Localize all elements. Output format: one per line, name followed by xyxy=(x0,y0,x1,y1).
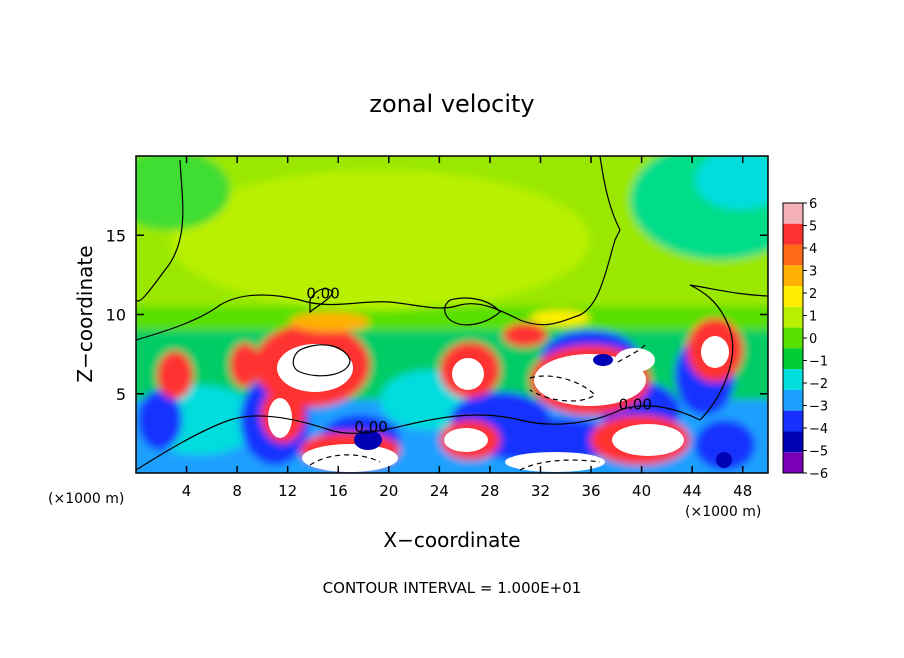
y-tick-label: 15 xyxy=(106,226,126,245)
contour-line xyxy=(689,284,734,421)
x-tick-label: 4 xyxy=(182,482,192,500)
contour-interval-note: CONTOUR INTERVAL = 1.000E+01 xyxy=(323,579,582,597)
contour-line-negative xyxy=(617,344,646,363)
x-tick-label: 44 xyxy=(683,482,702,500)
colorbar-swatch xyxy=(783,389,803,411)
colorbar: 6 5 4 3 2 1 0 −1 −2 −3 −4 −5 −6 xyxy=(782,197,828,482)
colorbar-tick-label: −6 xyxy=(809,467,828,482)
contour-line xyxy=(309,288,334,314)
x-tick-label: 32 xyxy=(531,482,550,500)
contour-line xyxy=(689,284,768,297)
colorbar-tick-label: −1 xyxy=(809,355,828,370)
x-tick-label: 40 xyxy=(632,482,651,500)
colorbar-tick-label: 5 xyxy=(809,220,817,235)
colorbar-tick-label: 0 xyxy=(809,332,817,347)
x-tick-label: 28 xyxy=(480,482,499,500)
colorbar-swatch xyxy=(783,410,803,432)
colorbar-swatch xyxy=(783,327,803,349)
y-tick-label: 10 xyxy=(106,306,126,325)
contour-line xyxy=(136,159,184,302)
colorbar-tick-label: 1 xyxy=(809,310,817,325)
y-axis-label: Z−coordinate xyxy=(73,245,97,382)
colorbar-swatch xyxy=(783,348,803,370)
contour-label: 0.00 xyxy=(619,396,652,414)
colorbar-tick-label: −5 xyxy=(809,445,828,460)
contour-line xyxy=(444,297,501,326)
x-tick-label: 16 xyxy=(329,482,348,500)
colorbar-swatch xyxy=(783,452,803,473)
colorbar-swatch xyxy=(783,265,803,287)
contour-line-negative xyxy=(309,454,381,466)
colorbar-tick-label: −2 xyxy=(809,377,828,392)
contour-line-negative xyxy=(529,375,596,402)
contour-line xyxy=(292,344,351,377)
colorbar-tick-label: −3 xyxy=(809,400,828,415)
y-axis-ticks: 5 10 15 xyxy=(106,226,768,404)
x-tick-label: 8 xyxy=(232,482,242,500)
contour-lines xyxy=(136,156,768,471)
colorbar-swatch xyxy=(783,369,803,390)
chart-title: zonal velocity xyxy=(369,90,534,118)
colorbar-tick-label: 3 xyxy=(809,265,817,280)
colorbar-swatch xyxy=(783,223,803,245)
colorbar-swatch xyxy=(783,203,803,224)
colorbar-swatch xyxy=(783,431,803,453)
colorbar-tick-label: 2 xyxy=(809,287,817,302)
y-tick-label: 5 xyxy=(116,385,126,404)
contour-line-negative xyxy=(519,459,601,471)
colorbar-swatch xyxy=(783,286,803,307)
x-tick-label: 20 xyxy=(379,482,398,500)
x-tick-label: 48 xyxy=(733,482,752,500)
colorbar-tick-label: 6 xyxy=(809,197,817,212)
contour-line xyxy=(136,405,701,471)
contour-label: 0.00 xyxy=(354,418,387,436)
colorbar-tick-label: −4 xyxy=(809,422,828,437)
colorbar-swatch xyxy=(783,306,803,328)
velocity-field xyxy=(136,156,768,473)
x-tick-label: 24 xyxy=(430,482,449,500)
contour-line xyxy=(599,156,621,231)
x-axis-label: X−coordinate xyxy=(383,528,520,552)
x-axis-ticks: 4 8 12 16 20 24 28 32 36 40 44 48 xyxy=(182,156,752,500)
x-tick-label: 36 xyxy=(581,482,600,500)
colorbar-swatch xyxy=(783,244,803,266)
contour-line xyxy=(136,229,621,341)
contour-label: 0.00 xyxy=(306,285,339,303)
x-tick-label: 12 xyxy=(278,482,297,500)
colorbar-tick-label: 4 xyxy=(809,242,817,257)
x-unit-left: (×1000 m) xyxy=(48,491,124,507)
x-unit-right: (×1000 m) xyxy=(685,504,761,520)
contour-labels: 0.00 0.00 0.00 xyxy=(306,285,652,436)
